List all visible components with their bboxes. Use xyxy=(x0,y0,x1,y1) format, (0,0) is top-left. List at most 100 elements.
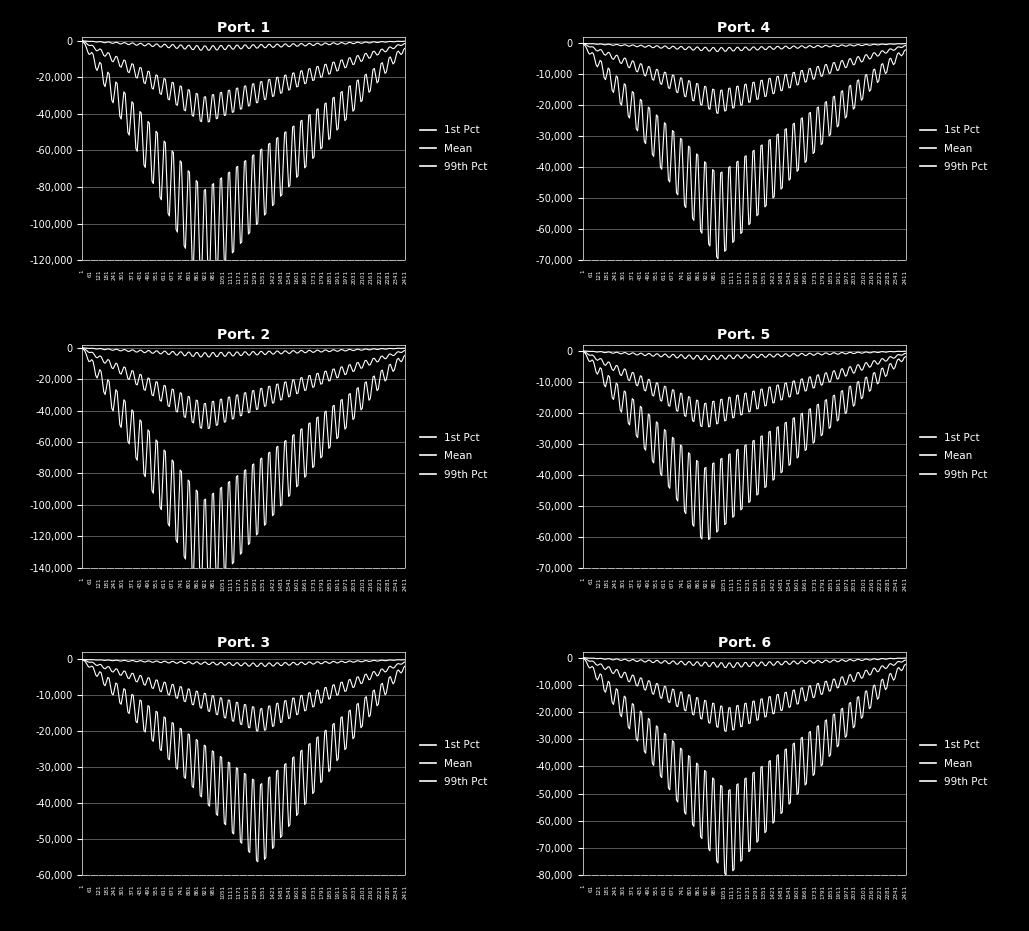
1st Pct xyxy=(259,852,272,863)
Mean xyxy=(691,693,704,704)
99th Pct xyxy=(259,349,272,360)
99th Pct xyxy=(899,653,912,664)
99th Pct xyxy=(252,661,264,672)
Mean xyxy=(899,654,912,666)
Mean xyxy=(749,705,761,716)
Line: 99th Pct: 99th Pct xyxy=(82,659,405,667)
1st Pct xyxy=(191,177,204,188)
1st Pct xyxy=(588,662,600,673)
99th Pct xyxy=(191,347,204,358)
Mean xyxy=(760,90,773,101)
1st Pct xyxy=(86,48,99,60)
Mean xyxy=(76,654,88,665)
99th Pct xyxy=(292,347,305,358)
Title: Port. 3: Port. 3 xyxy=(217,636,271,650)
Legend: 1st Pct, Mean, 99th Pct: 1st Pct, Mean, 99th Pct xyxy=(917,737,991,790)
Mean xyxy=(191,395,204,406)
99th Pct xyxy=(749,43,761,54)
99th Pct xyxy=(191,40,204,51)
Line: 1st Pct: 1st Pct xyxy=(582,657,906,875)
1st Pct xyxy=(749,802,761,813)
1st Pct xyxy=(576,345,589,357)
Line: 1st Pct: 1st Pct xyxy=(82,659,405,862)
1st Pct xyxy=(399,43,412,54)
1st Pct xyxy=(792,452,805,463)
Mean xyxy=(249,395,261,406)
99th Pct xyxy=(745,43,757,54)
1st Pct xyxy=(259,519,272,530)
99th Pct xyxy=(745,659,757,670)
1st Pct xyxy=(576,38,589,49)
Mean xyxy=(749,86,761,97)
Mean xyxy=(745,87,757,98)
Mean xyxy=(292,81,305,92)
99th Pct xyxy=(259,661,272,672)
99th Pct xyxy=(760,352,773,363)
99th Pct xyxy=(691,350,704,361)
1st Pct xyxy=(760,480,773,492)
Title: Port. 6: Port. 6 xyxy=(717,636,771,650)
99th Pct xyxy=(760,660,773,671)
Title: Port. 1: Port. 1 xyxy=(217,20,271,34)
1st Pct xyxy=(248,775,260,786)
1st Pct xyxy=(792,788,805,799)
1st Pct xyxy=(76,654,88,665)
99th Pct xyxy=(86,654,99,666)
Mean xyxy=(245,396,257,407)
1st Pct xyxy=(191,486,204,497)
1st Pct xyxy=(588,48,600,60)
Mean xyxy=(259,93,272,104)
Mean xyxy=(248,701,260,712)
99th Pct xyxy=(745,351,757,362)
Mean xyxy=(292,708,305,720)
Mean xyxy=(259,400,272,412)
Mean xyxy=(191,686,204,697)
99th Pct xyxy=(191,656,204,668)
99th Pct xyxy=(792,658,805,669)
Mean xyxy=(249,88,261,99)
1st Pct xyxy=(745,182,757,193)
Line: Mean: Mean xyxy=(582,351,906,426)
99th Pct xyxy=(248,657,260,668)
99th Pct xyxy=(399,343,412,354)
Mean xyxy=(760,711,773,722)
1st Pct xyxy=(202,276,214,287)
99th Pct xyxy=(202,45,214,56)
1st Pct xyxy=(249,184,261,196)
Mean xyxy=(792,388,805,399)
1st Pct xyxy=(588,356,600,367)
99th Pct xyxy=(691,656,704,668)
Mean xyxy=(76,343,88,354)
99th Pct xyxy=(749,658,761,669)
Mean xyxy=(245,89,257,101)
1st Pct xyxy=(76,35,88,47)
1st Pct xyxy=(252,857,264,868)
99th Pct xyxy=(576,652,589,663)
Title: Port. 2: Port. 2 xyxy=(217,329,271,343)
Legend: 1st Pct, Mean, 99th Pct: 1st Pct, Mean, 99th Pct xyxy=(417,430,491,482)
Mean xyxy=(703,421,715,432)
99th Pct xyxy=(292,41,305,52)
Legend: 1st Pct, Mean, 99th Pct: 1st Pct, Mean, 99th Pct xyxy=(917,122,991,175)
Mean xyxy=(749,395,761,406)
99th Pct xyxy=(703,354,715,365)
Line: Mean: Mean xyxy=(582,44,906,114)
Mean xyxy=(259,724,272,735)
Mean xyxy=(588,656,600,668)
99th Pct xyxy=(899,38,912,49)
Mean xyxy=(576,345,589,357)
Line: 99th Pct: 99th Pct xyxy=(582,351,906,359)
99th Pct xyxy=(588,653,600,664)
1st Pct xyxy=(86,661,99,672)
1st Pct xyxy=(245,498,257,509)
Line: 99th Pct: 99th Pct xyxy=(582,44,906,51)
99th Pct xyxy=(576,38,589,49)
1st Pct xyxy=(691,456,704,467)
Title: Port. 4: Port. 4 xyxy=(717,20,771,34)
Legend: 1st Pct, Mean, 99th Pct: 1st Pct, Mean, 99th Pct xyxy=(917,430,991,482)
Mean xyxy=(588,42,600,53)
99th Pct xyxy=(244,660,256,671)
99th Pct xyxy=(249,41,261,52)
1st Pct xyxy=(576,652,589,663)
Mean xyxy=(202,116,214,128)
